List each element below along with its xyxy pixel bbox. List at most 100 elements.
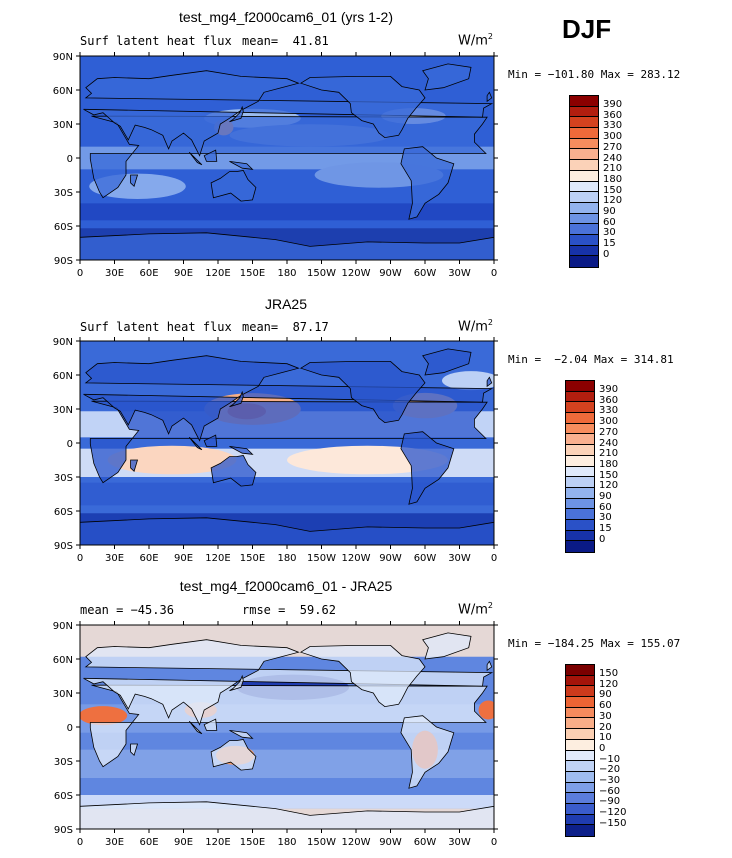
colorbar-swatch [570,245,598,257]
colorbar-swatch [570,192,598,203]
lon-label: 120W [342,268,371,279]
panel-1-minmax: Min = −101.80 Max = 283.12 [508,68,681,81]
colorbar-label: 270 [599,426,619,438]
lat-label: 90S [54,825,73,836]
lat-label: 60N [53,371,73,382]
colorbar-label: 90 [599,689,612,701]
colorbar-swatch [566,739,594,751]
lon-label: 150E [240,837,265,848]
continent-outline [130,459,139,473]
continent-outline [203,434,218,447]
lon-label: 0 [491,268,497,279]
colorbar-swatch [566,498,594,510]
colorbar-swatch [566,665,594,676]
continent-outline [229,105,244,123]
colorbar-swatch [570,149,598,161]
lon-label: 60E [139,837,158,848]
colorbar-swatch [570,106,598,118]
lat-label: 90N [53,52,73,63]
map-field [80,56,494,260]
colorbar-swatch [566,707,594,719]
lon-label: 0 [77,553,83,564]
lon-label: 90W [379,553,402,564]
colorbar-swatch [566,477,594,488]
continent-outline [486,376,493,388]
colorbar-label: 390 [599,384,619,395]
lon-label: 120W [342,553,371,564]
colorbar-label: 15 [599,523,612,535]
lon-label: 60E [139,553,158,564]
continent-outline [400,715,455,789]
colorbar-swatch [566,761,594,772]
continent-outline [229,446,254,455]
continent-outline [486,91,493,103]
colorbar-label: 120 [599,480,619,492]
colorbar-label: 300 [599,416,619,428]
colorbar-label: 60 [599,700,612,712]
lat-label: 30N [53,120,73,131]
continent-outline [400,146,455,220]
continent-outline [203,149,218,162]
colorbar-swatch [566,814,594,826]
colorbar-label: 330 [599,405,619,417]
lon-label: 30E [105,268,124,279]
colorbar-swatch [566,729,594,740]
continent-outline [83,639,494,726]
lat-label: 0 [67,439,73,450]
lon-label: 30W [448,837,471,848]
lon-label: 150E [240,553,265,564]
lon-label: 60W [414,268,437,279]
colorbar-swatch [570,181,598,193]
colorbar-swatch [566,803,594,815]
colorbar-label: −90 [599,796,621,808]
colorbar-swatch [570,128,598,139]
colorbar-swatch [570,96,598,107]
flux-region [107,445,237,475]
continent-outline [210,739,257,771]
colorbar-label: −60 [599,785,621,797]
lon-label: 60E [139,268,158,279]
lat-label: 0 [67,723,73,734]
continent-outline [422,348,472,376]
lon-label: 90E [174,553,193,564]
colorbar-swatch [566,519,594,531]
continent-outline [130,174,139,188]
panel-1-mean: mean= 41.81 [242,34,329,48]
colorbar-label: 30 [599,710,612,722]
colorbar-swatch [566,423,594,435]
colorbar-label: 10 [599,732,612,744]
colorbar-swatch [570,138,598,150]
continent-outline [80,517,494,545]
lon-label: 120E [205,837,230,848]
continent-outline [400,431,455,505]
panel-3-rmse: rmse = 59.62 [242,603,336,617]
lon-label: 150E [240,268,265,279]
lon-label: 180 [277,268,296,279]
colorbar-label: 0 [603,248,610,260]
lon-label: 150W [307,268,336,279]
lat-label: 30S [54,473,73,484]
flux-region [80,706,128,726]
colorbar-label: −30 [599,775,621,786]
lon-label: 60W [414,837,437,848]
colorbar-swatch [566,413,594,424]
lon-label: 30E [105,553,124,564]
lat-label: 60S [54,222,73,233]
colorbar-label: 240 [599,437,619,449]
flux-region [478,700,494,720]
colorbar-label: 150 [603,184,623,196]
lon-label: 120E [205,553,230,564]
continent-outline [486,660,493,672]
lat-label: 0 [67,154,73,165]
colorbar-label: 20 [599,721,612,733]
colorbar-swatch [566,750,594,762]
colorbar-label: 60 [599,501,612,513]
colorbar-label: 390 [603,99,623,110]
panel-2-title: JRA25 [264,296,308,312]
colorbar-swatch [566,509,594,520]
colorbar-swatch [570,202,598,214]
continent-outline [299,645,426,708]
colorbar-swatch [570,170,598,182]
colorbar-label: 90 [599,491,612,502]
